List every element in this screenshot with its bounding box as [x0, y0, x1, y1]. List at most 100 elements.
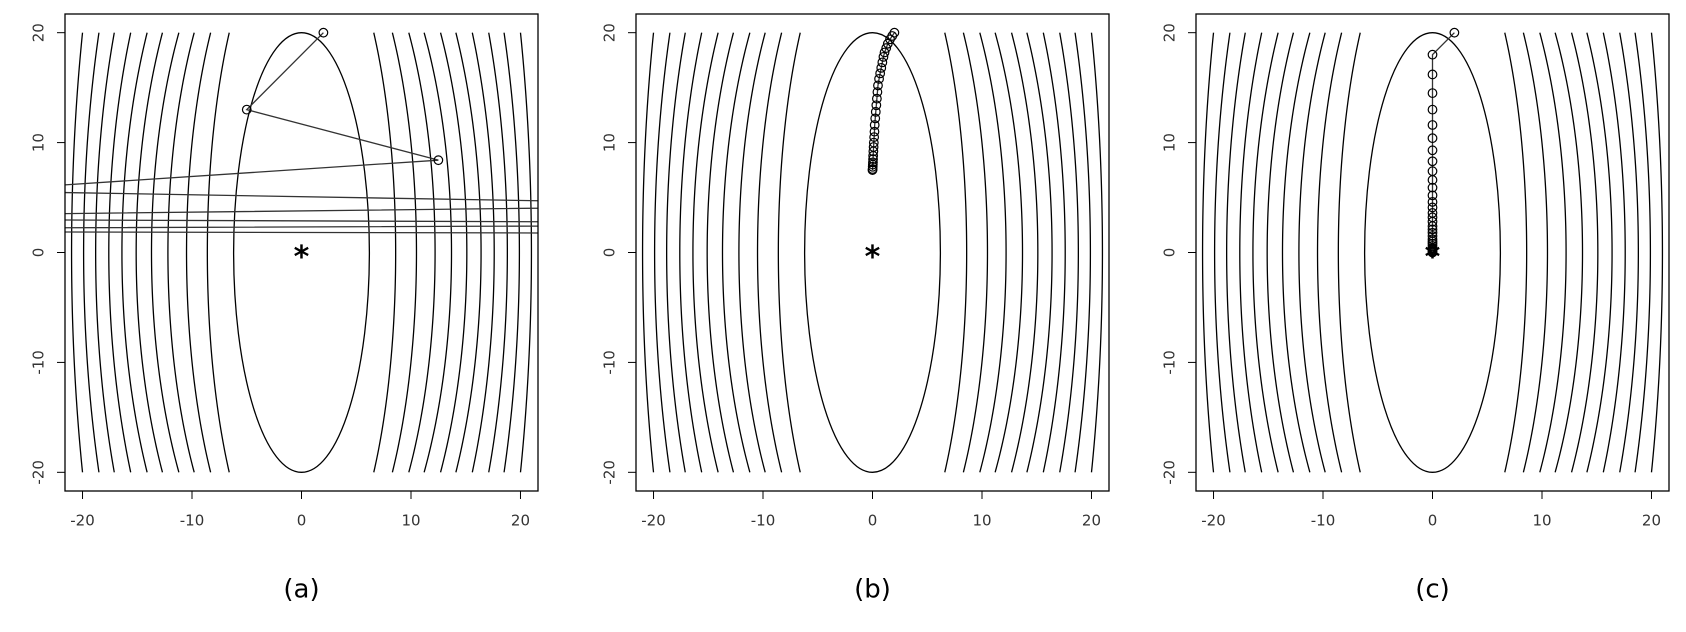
contour [108, 32, 132, 473]
iterate-point [433, 155, 444, 166]
panel: * -20 -10 0 10 20 -20 -10 0 10 20 (a) [30, 13, 799, 605]
contour [121, 32, 148, 473]
iterate-point [318, 27, 329, 38]
iterate-point [1427, 69, 1438, 80]
iterate-point [1427, 216, 1438, 227]
y-tick-label: 20 [30, 23, 48, 42]
x-tick-label: 20 [1082, 512, 1101, 530]
iterate-point [1427, 133, 1438, 144]
contour [653, 32, 671, 473]
contour [1226, 32, 1246, 473]
contour [1522, 32, 1549, 473]
contour [1090, 32, 1104, 473]
iterate-point [875, 68, 886, 79]
iterate-point [1427, 182, 1438, 193]
contour [1570, 32, 1599, 473]
y-tick-label: 0 [601, 248, 619, 258]
y-tick-label: -20 [601, 460, 619, 485]
y-tick-label: -10 [30, 350, 48, 375]
contour [373, 32, 397, 473]
contour [1602, 32, 1626, 473]
iterate-point [790, 201, 799, 210]
contour [423, 32, 453, 473]
y-tick-label: 20 [601, 23, 619, 42]
iterate-point [869, 120, 880, 130]
contour [756, 32, 783, 473]
iterate-point [871, 93, 882, 104]
panel-caption: (b) [854, 575, 891, 605]
optimum-marker: * [865, 240, 881, 275]
y-tick-label: 0 [1161, 248, 1179, 258]
y-tick-label: 20 [1161, 23, 1179, 42]
x-tick-label: -20 [70, 512, 95, 530]
contour [1539, 32, 1567, 473]
contour [1213, 32, 1231, 473]
contour [408, 32, 436, 473]
contour [1201, 32, 1215, 473]
iterate-point [876, 62, 887, 73]
contour [135, 32, 164, 473]
y-tick-label: -10 [601, 350, 619, 375]
iterate-point [870, 113, 881, 124]
y-tick-label: -20 [1161, 460, 1179, 485]
iterate-point [1427, 120, 1438, 130]
x-tick-label: 10 [401, 512, 420, 530]
contour [1634, 32, 1652, 473]
contour [1316, 32, 1343, 473]
iterate-point [873, 80, 883, 91]
iterate-point [878, 51, 889, 62]
iterate-point [867, 165, 878, 175]
iterate-point [1427, 202, 1438, 213]
contour [1554, 32, 1584, 473]
iterate-point [874, 73, 884, 84]
contour [1586, 32, 1613, 473]
contour [1266, 32, 1295, 473]
iterate-point [1427, 175, 1438, 185]
iterate-point [1427, 156, 1438, 167]
contour [979, 32, 1007, 473]
iterate-point [1427, 247, 1438, 258]
x-tick-label: -10 [180, 512, 205, 530]
contour [944, 32, 968, 473]
x-tick-label: 10 [972, 512, 991, 530]
contour [150, 32, 180, 473]
y-tick-label: 10 [30, 133, 48, 152]
contour [1363, 32, 1502, 473]
contour [1281, 32, 1311, 473]
contour [455, 32, 482, 473]
contour [1239, 32, 1263, 473]
contour [488, 32, 508, 473]
contour [706, 32, 735, 473]
x-tick-label: 20 [511, 512, 530, 530]
iterate-point [869, 132, 880, 142]
iterate-point [1427, 49, 1438, 60]
contour [167, 32, 195, 473]
plot-area: * [641, 27, 1104, 473]
iterate-point [1427, 104, 1438, 115]
iterate-point [869, 126, 880, 137]
contour [1059, 32, 1079, 473]
x-tick-label: 0 [297, 512, 307, 530]
x-tick-label: 0 [1428, 512, 1438, 530]
x-tick-label: 0 [868, 512, 878, 530]
panel: * -20 -10 0 10 20 -20 -10 0 10 20 (c) [1161, 13, 1670, 605]
iterate-point [1427, 224, 1438, 235]
contour [721, 32, 751, 473]
contour [95, 32, 115, 473]
iterate-point [1427, 190, 1438, 201]
x-tick-label: 10 [1532, 512, 1551, 530]
iterate-point [1427, 145, 1438, 156]
contour [803, 32, 942, 473]
panel-caption: (c) [1415, 575, 1450, 605]
contour [82, 32, 100, 473]
contour [962, 32, 989, 473]
contour [1042, 32, 1066, 473]
contour [232, 32, 371, 473]
iterate-point [1427, 221, 1438, 232]
descent-path [65, 32, 538, 234]
contour [777, 32, 801, 473]
iterate-point [882, 38, 893, 49]
contour [666, 32, 686, 473]
x-tick-label: 20 [1642, 512, 1661, 530]
